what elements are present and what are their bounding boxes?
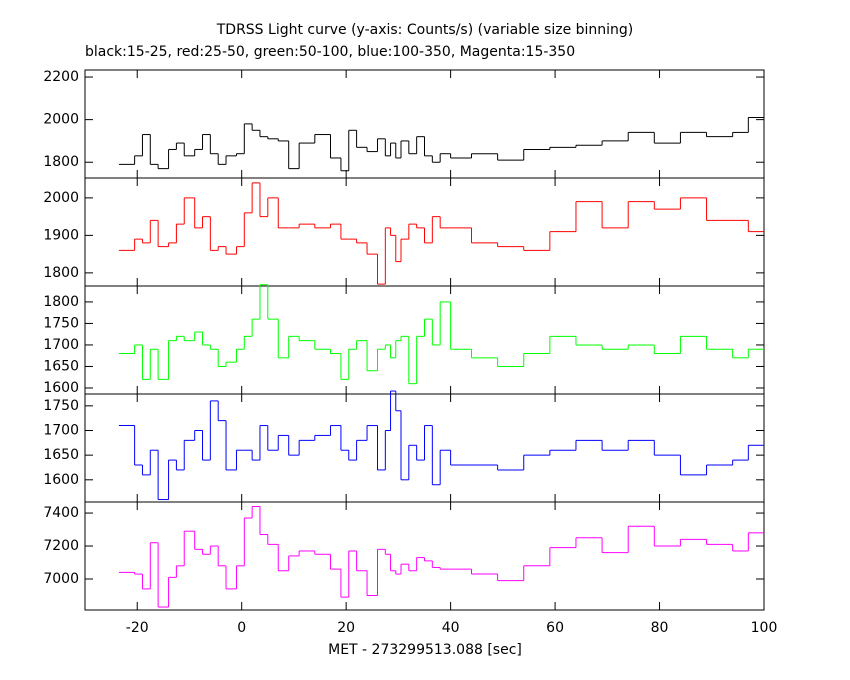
y-tick-label: 1600: [43, 380, 79, 396]
y-tick-label: 7000: [43, 571, 79, 587]
x-tick-label: 20: [337, 620, 355, 636]
x-tick-label: 80: [651, 620, 669, 636]
x-axis-label: MET - 273299513.088 [sec]: [328, 642, 522, 658]
x-tick-label: 0: [237, 620, 246, 636]
y-tick-label: 1750: [43, 398, 79, 414]
y-tick-label: 1900: [43, 227, 79, 243]
y-tick-label: 1800: [43, 154, 79, 170]
panel-frame: [84, 69, 765, 179]
x-tick-label: 40: [442, 620, 460, 636]
panel-frame: [84, 285, 765, 395]
y-tick-label: 1800: [43, 265, 79, 281]
y-tick-label: 7200: [43, 538, 79, 554]
panel-frame: [84, 501, 765, 611]
x-tick-label: 60: [546, 620, 564, 636]
chart-subtitle: black:15-25, red:25-50, green:50-100, bl…: [85, 44, 575, 60]
y-tick-label: 2000: [43, 112, 79, 128]
x-tick-label: -20: [126, 620, 149, 636]
y-tick-label: 2000: [43, 190, 79, 206]
y-tick-label: 1650: [43, 358, 79, 374]
y-tick-label: 1650: [43, 447, 79, 463]
x-tick-label: 100: [751, 620, 778, 636]
y-tick-label: 1700: [43, 422, 79, 438]
y-tick-label: 1600: [43, 472, 79, 488]
y-tick-label: 7400: [43, 505, 79, 521]
y-tick-label: 2200: [43, 69, 79, 85]
y-tick-label: 1700: [43, 337, 79, 353]
chart-title: TDRSS Light curve (y-axis: Counts/s) (va…: [216, 22, 634, 38]
y-tick-label: 1750: [43, 315, 79, 331]
y-tick-label: 1800: [43, 294, 79, 310]
